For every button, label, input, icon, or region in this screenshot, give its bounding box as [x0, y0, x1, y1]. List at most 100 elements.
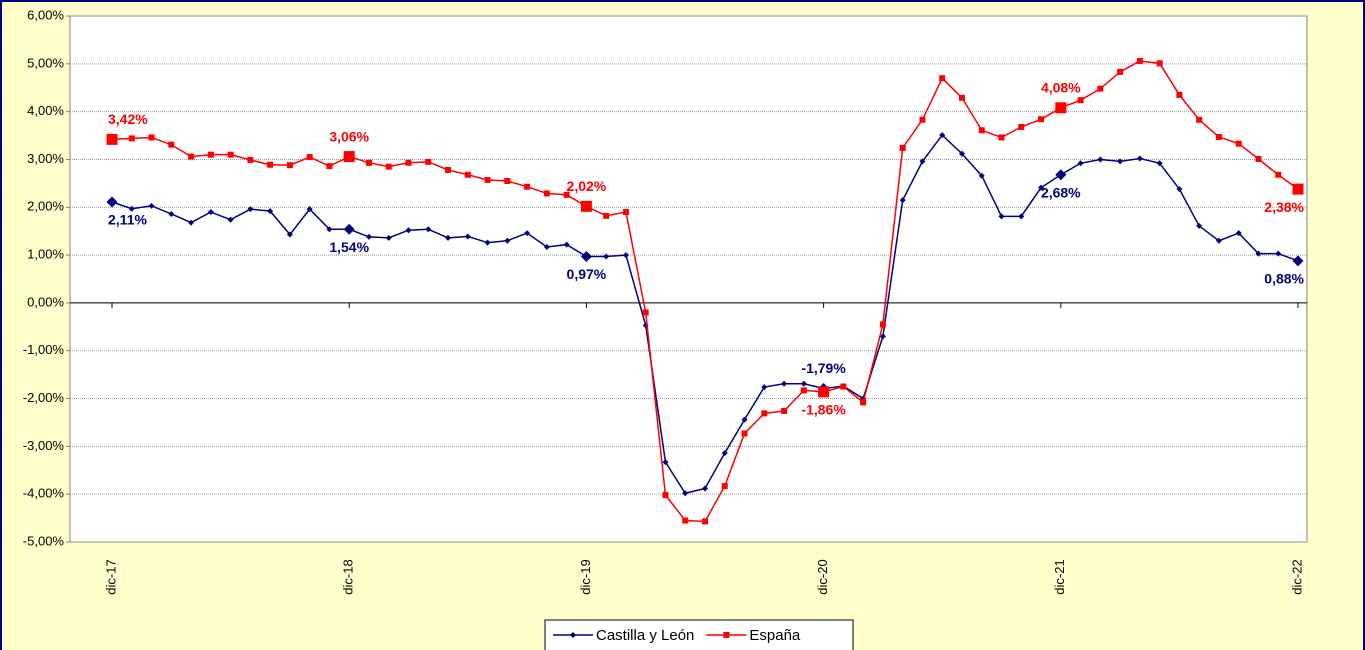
data-label: -1,79% [801, 360, 846, 376]
marker [580, 200, 592, 212]
marker [1255, 155, 1262, 162]
marker [524, 230, 531, 237]
marker [1255, 250, 1262, 257]
marker [642, 309, 649, 316]
marker [504, 177, 511, 184]
marker [682, 517, 689, 524]
marker [1077, 97, 1084, 104]
data-label: 3,42% [108, 111, 148, 127]
data-label: 2,68% [1041, 184, 1081, 200]
marker [840, 383, 847, 390]
marker [425, 158, 432, 165]
marker [148, 134, 155, 141]
marker [1156, 160, 1163, 167]
marker [445, 234, 452, 241]
marker [543, 243, 550, 250]
marker [385, 163, 392, 170]
marker [919, 158, 926, 165]
marker [1275, 250, 1282, 257]
marker [1196, 222, 1203, 229]
marker [326, 163, 333, 170]
data-label: 1,54% [329, 239, 369, 255]
marker [781, 407, 788, 414]
marker [385, 234, 392, 241]
marker [464, 171, 471, 178]
marker [267, 161, 274, 168]
marker [761, 384, 768, 391]
marker [1235, 140, 1242, 147]
y-tick-label: -2,00% [23, 390, 65, 405]
marker [563, 191, 570, 198]
marker [580, 251, 592, 263]
data-label: 0,97% [567, 266, 607, 282]
marker [286, 231, 293, 238]
marker [543, 190, 550, 197]
marker [741, 430, 748, 437]
data-label: 2,38% [1264, 199, 1304, 215]
marker [306, 154, 313, 161]
marker [978, 127, 985, 134]
legend-label: España [749, 627, 801, 644]
y-tick-label: -5,00% [23, 533, 65, 548]
data-label: 2,11% [108, 212, 147, 228]
marker [1117, 158, 1124, 165]
marker [721, 450, 728, 457]
marker [958, 150, 965, 157]
marker [603, 253, 610, 260]
y-tick-label: 2,00% [27, 199, 64, 214]
marker [1055, 102, 1067, 114]
marker [662, 492, 669, 499]
marker [504, 237, 511, 244]
marker [1077, 160, 1084, 167]
x-tick-label: dic-17 [103, 559, 118, 594]
marker [800, 387, 807, 394]
marker [464, 233, 471, 240]
marker [1215, 237, 1222, 244]
marker [247, 156, 254, 163]
marker [168, 210, 175, 217]
y-tick-label: -1,00% [23, 342, 65, 357]
marker [563, 241, 570, 248]
x-tick-label: dic-21 [1052, 559, 1067, 594]
marker [998, 134, 1005, 141]
marker [879, 321, 886, 328]
marker [800, 380, 807, 387]
marker [1136, 57, 1143, 64]
legend-box [544, 619, 854, 650]
marker [128, 135, 135, 142]
x-tick-label: dic-20 [815, 559, 830, 594]
marker [1176, 91, 1183, 98]
marker [188, 219, 195, 226]
marker [286, 162, 293, 169]
marker [106, 196, 118, 208]
marker [1097, 156, 1104, 163]
data-label: 3,06% [329, 128, 369, 144]
y-tick-label: -4,00% [23, 486, 65, 501]
y-tick-label: -3,00% [23, 438, 65, 453]
legend-marker [570, 632, 576, 638]
marker [1136, 155, 1143, 162]
y-tick-label: 3,00% [27, 151, 64, 166]
marker [343, 223, 355, 235]
data-label: 4,08% [1041, 80, 1081, 96]
marker [326, 226, 333, 233]
marker [1196, 116, 1203, 123]
marker [148, 202, 155, 209]
marker [106, 133, 118, 145]
marker [702, 518, 708, 525]
marker [1215, 133, 1222, 140]
marker [207, 151, 214, 158]
legend-marker [723, 632, 730, 638]
data-label: 2,02% [567, 178, 607, 194]
marker [247, 206, 254, 213]
marker [207, 209, 214, 216]
marker [365, 159, 372, 166]
marker [682, 490, 689, 497]
marker [622, 252, 629, 259]
y-tick-label: 1,00% [27, 247, 64, 262]
y-tick-label: 0,00% [27, 294, 64, 309]
marker [227, 151, 234, 158]
marker [721, 483, 728, 490]
marker [939, 75, 946, 82]
marker [899, 197, 906, 204]
